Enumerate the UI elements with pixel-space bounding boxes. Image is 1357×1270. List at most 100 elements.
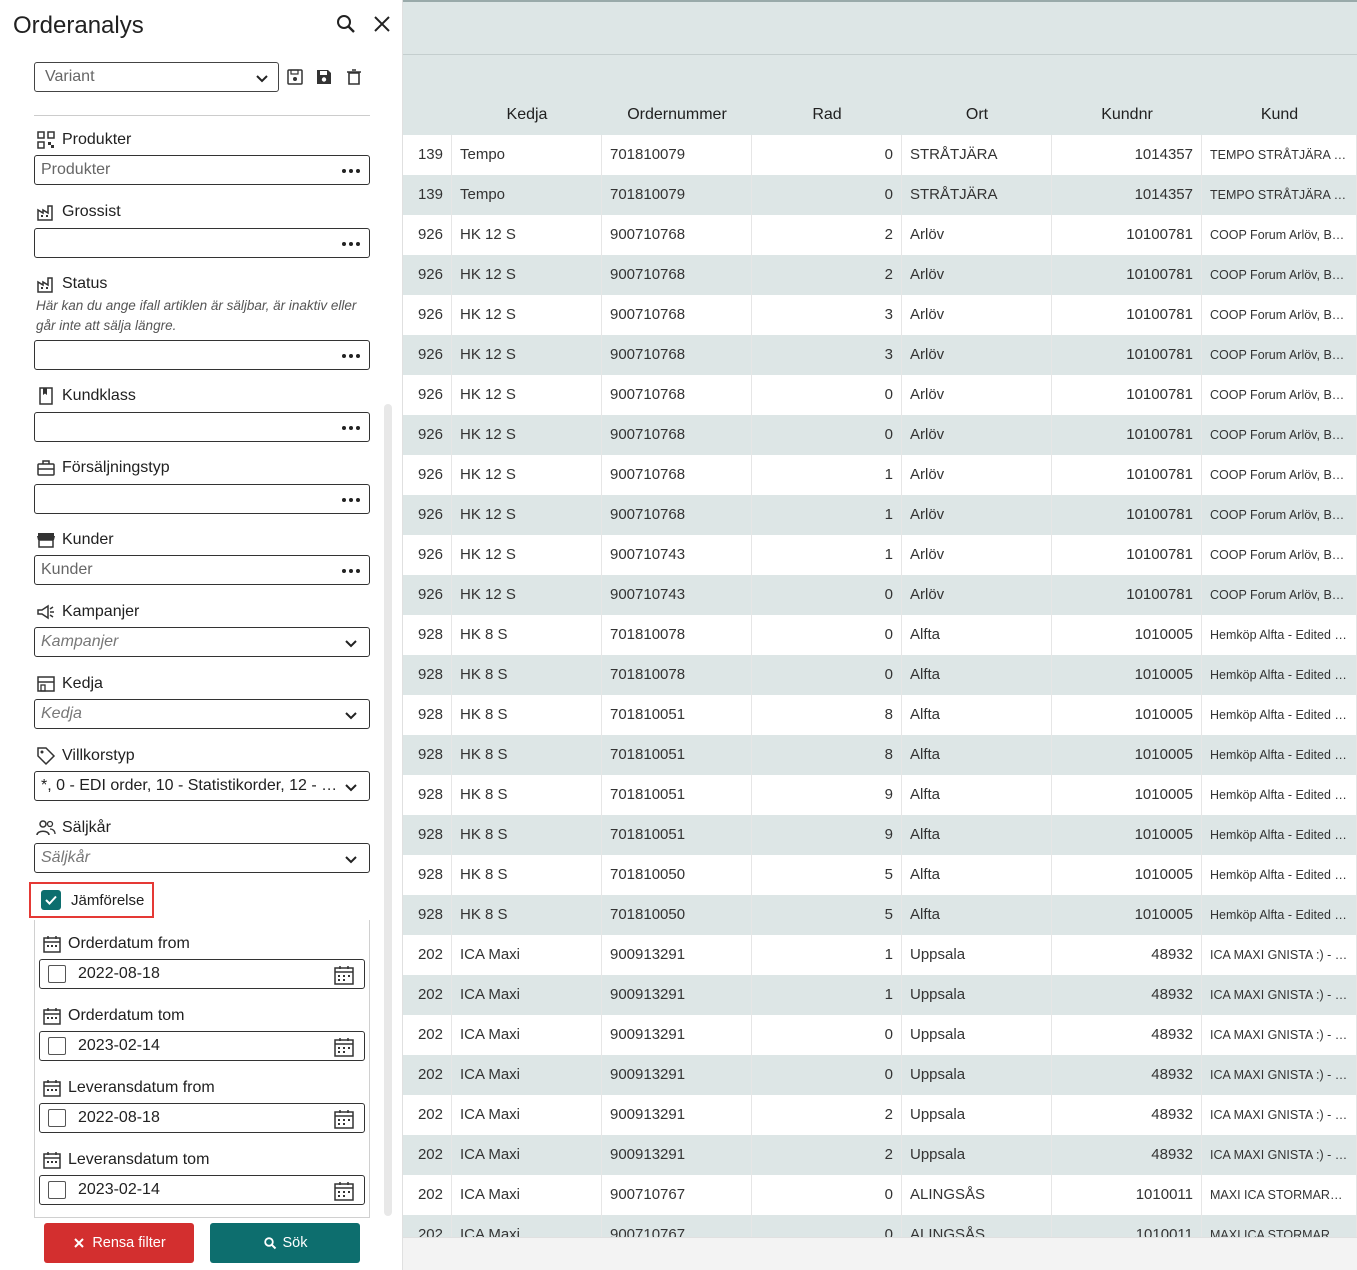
more-icon[interactable] — [342, 498, 360, 502]
calendar-picker-icon[interactable] — [333, 1036, 355, 1058]
table-row[interactable]: 928 HK 8 S 701810050 5 Alfta 1010005 Hemköp Al… — [403, 895, 1357, 935]
column-header-kedja[interactable]: Kedja — [506, 106, 548, 123]
table-row[interactable]: 928 HK 8 S 701810078 0 Alfta 1010005 Hemköp Al… — [403, 615, 1357, 655]
calendar-picker-icon[interactable] — [333, 1108, 355, 1130]
table-row[interactable]: 926 HK 12 S 900710743 0 Arlöv 10100781 COOP Fo… — [403, 575, 1357, 615]
variant-select[interactable]: Variant — [34, 62, 279, 92]
table-row[interactable]: 928 HK 8 S 701810051 9 Alfta 1010005 Hemköp Al… — [403, 775, 1357, 815]
delete-icon[interactable] — [344, 67, 364, 87]
column-header-ordernummer[interactable]: Ordernummer — [627, 106, 727, 123]
table-row[interactable]: 926 HK 12 S 900710743 1 Arlöv 10100781 COOP Fo… — [403, 535, 1357, 575]
main-area: Kedja Ordernummer Rad Ort Kundnr Kund 139 Temp… — [403, 0, 1357, 1270]
table-row[interactable]: 928 HK 8 S 701810051 8 Alfta 1010005 Hemköp Al… — [403, 695, 1357, 735]
cell-kund: COOP Forum Arlöv, Bur… — [1202, 455, 1357, 495]
table-row[interactable]: 202 ICA Maxi 900913291 1 Uppsala 48932 ICA MAX… — [403, 975, 1357, 1015]
forsaljningstyp-input[interactable] — [34, 484, 370, 514]
calendar-picker-icon[interactable] — [333, 1180, 355, 1202]
table-row[interactable]: 202 ICA Maxi 900913291 2 Uppsala 48932 ICA MAX… — [403, 1135, 1357, 1175]
cell-kundnr: 1010005 — [1052, 655, 1202, 695]
more-icon[interactable] — [342, 169, 360, 173]
date-enable-checkbox[interactable] — [48, 1109, 66, 1127]
cell-ordernummer: 701810078 — [602, 655, 752, 695]
date-enable-checkbox[interactable] — [48, 965, 66, 983]
cell-kundnr: 10100781 — [1052, 335, 1202, 375]
table-row[interactable]: 202 ICA Maxi 900913291 1 Uppsala 48932 ICA MAX… — [403, 935, 1357, 975]
table-row[interactable]: 926 HK 12 S 900710768 3 Arlöv 10100781 COOP Fo… — [403, 335, 1357, 375]
cell-kund: Hemköp Alfta - Edited … — [1202, 815, 1357, 855]
close-icon[interactable] — [370, 12, 394, 36]
table-row[interactable]: 139 Tempo 701810079 0 STRÅTJÄRA 1014357 TEMPO … — [403, 135, 1357, 175]
save-icon[interactable] — [314, 67, 334, 87]
table-row[interactable]: 928 HK 8 S 701810051 9 Alfta 1010005 Hemköp Al… — [403, 815, 1357, 855]
more-icon[interactable] — [342, 354, 360, 358]
clear-filter-button[interactable]: Rensa filter — [44, 1223, 194, 1263]
table-row[interactable]: 202 ICA Maxi 900710767 0 ALINGSÅS 1010011 MAXI… — [403, 1215, 1357, 1237]
table-row[interactable]: 139 Tempo 701810079 0 STRÅTJÄRA 1014357 TEMPO … — [403, 175, 1357, 215]
cell-ordernummer: 900913291 — [602, 1055, 752, 1095]
table-row[interactable]: 928 HK 8 S 701810078 0 Alfta 1010005 Hemköp Al… — [403, 655, 1357, 695]
date-enable-checkbox[interactable] — [48, 1181, 66, 1199]
cell-kundnr: 1010005 — [1052, 695, 1202, 735]
more-icon[interactable] — [342, 242, 360, 246]
table-row[interactable]: 926 HK 12 S 900710768 0 Arlöv 10100781 COOP Fo… — [403, 415, 1357, 455]
date-enable-checkbox[interactable] — [48, 1037, 66, 1055]
table-row[interactable]: 926 HK 12 S 900710768 1 Arlöv 10100781 COOP Fo… — [403, 495, 1357, 535]
cell-id: 926 — [403, 535, 452, 575]
kedja-select[interactable]: Kedja — [34, 699, 370, 729]
table-row[interactable]: 926 HK 12 S 900710768 2 Arlöv 10100781 COOP Fo… — [403, 255, 1357, 295]
variant-placeholder: Variant — [45, 68, 95, 85]
table-row[interactable]: 926 HK 12 S 900710768 1 Arlöv 10100781 COOP Fo… — [403, 455, 1357, 495]
table-row[interactable]: 202 ICA Maxi 900913291 0 Uppsala 48932 ICA MAX… — [403, 1055, 1357, 1095]
column-header-id[interactable] — [403, 95, 452, 135]
checkbox-checked-icon[interactable] — [41, 890, 61, 910]
cell-kund: COOP Forum Arlöv, Bur… — [1202, 495, 1357, 535]
cell-kedja: HK 12 S — [452, 215, 602, 255]
status-input[interactable] — [34, 340, 370, 370]
kampanjer-select[interactable]: Kampanjer — [34, 627, 370, 657]
search-icon[interactable] — [334, 12, 358, 36]
saljkar-select[interactable]: Säljkår — [34, 843, 370, 873]
cell-kedja: HK 8 S — [452, 855, 602, 895]
produkter-input[interactable]: Produkter — [34, 155, 370, 185]
more-icon[interactable] — [342, 426, 360, 430]
table-row[interactable]: 928 HK 8 S 701810050 5 Alfta 1010005 Hemköp Al… — [403, 855, 1357, 895]
save-as-icon[interactable] — [285, 67, 305, 87]
cell-kund: COOP Forum Arlöv, Bur… — [1202, 295, 1357, 335]
cell-kedja: Tempo — [452, 135, 602, 175]
table-row[interactable]: 926 HK 12 S 900710768 0 Arlöv 10100781 COOP Fo… — [403, 375, 1357, 415]
cell-kundnr: 10100781 — [1052, 415, 1202, 455]
table-row[interactable]: 926 HK 12 S 900710768 3 Arlöv 10100781 COOP Fo… — [403, 295, 1357, 335]
column-header-ort[interactable]: Ort — [965, 106, 989, 123]
leveransdatum-tom-input[interactable]: 2023-02-14 — [39, 1175, 365, 1205]
comparison-checkbox[interactable]: Jämförelse — [29, 882, 154, 918]
chevron-down-icon — [345, 784, 357, 792]
calendar-picker-icon[interactable] — [333, 964, 355, 986]
grossist-input[interactable] — [34, 228, 370, 258]
cell-ort: STRÅTJÄRA — [902, 135, 1052, 175]
table-row[interactable]: 202 ICA Maxi 900913291 0 Uppsala 48932 ICA MAX… — [403, 1015, 1357, 1055]
villkorstyp-select[interactable]: *, 0 - EDI order, 10 - Statistikorder, 1… — [34, 771, 370, 801]
table-row[interactable]: 202 ICA Maxi 900913291 2 Uppsala 48932 ICA MAX… — [403, 1095, 1357, 1135]
table-row[interactable]: 926 HK 12 S 900710768 2 Arlöv 10100781 COOP Fo… — [403, 215, 1357, 255]
kundklass-input[interactable] — [34, 412, 370, 442]
cell-ort: Arlöv — [902, 575, 1052, 615]
column-header-kundnr[interactable]: Kundnr — [1101, 106, 1153, 123]
orderdatum-tom-input[interactable]: 2023-02-14 — [39, 1031, 365, 1061]
cell-id: 926 — [403, 335, 452, 375]
table-row[interactable]: 928 HK 8 S 701810051 8 Alfta 1010005 Hemköp Al… — [403, 735, 1357, 775]
cell-id: 202 — [403, 1015, 452, 1055]
search-button[interactable]: Sök — [210, 1223, 360, 1263]
cell-kundnr: 1010011 — [1052, 1175, 1202, 1215]
column-header-kund[interactable]: Kund — [1260, 106, 1299, 123]
column-header-rad[interactable]: Rad — [812, 106, 842, 123]
cell-ort: Alfta — [902, 615, 1052, 655]
table-row[interactable]: 202 ICA Maxi 900710767 0 ALINGSÅS 1010011 MAXI… — [403, 1175, 1357, 1215]
sidebar-scrollbar[interactable] — [384, 404, 392, 1216]
cell-rad: 5 — [752, 895, 902, 935]
filter-sidebar: Orderanalys Variant Produkter Produkter … — [0, 0, 403, 1270]
orderdatum-from-input[interactable]: 2022-08-18 — [39, 959, 365, 989]
leveransdatum-from-input[interactable]: 2022-08-18 — [39, 1103, 365, 1133]
kunder-input[interactable]: Kunder — [34, 555, 370, 585]
cell-rad: 0 — [752, 1215, 902, 1237]
more-icon[interactable] — [342, 569, 360, 573]
